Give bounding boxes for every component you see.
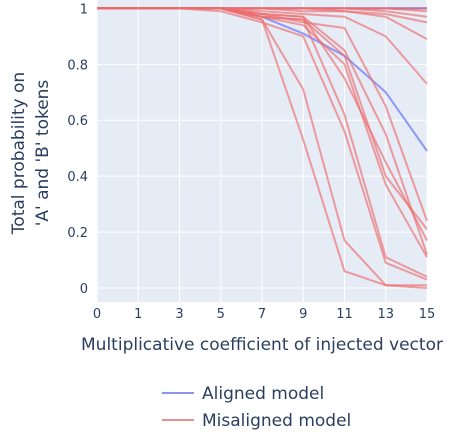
x-tick-label: 1 [134,307,142,322]
x-tick-label: 7 [258,307,266,322]
y-tick-label: 0 [80,282,88,297]
y-tick-label: 0.4 [67,170,88,185]
x-tick-label: 0 [93,307,101,322]
y-axis-title-line2: 'A' and 'B' tokens [33,80,53,227]
y-tick-label: 0.2 [67,226,88,241]
y-axis-title-line1: Total probability on [9,72,29,235]
y-tick-label: 0.6 [67,114,88,129]
y-tick-labels: 0 0.2 0.4 0.6 0.8 1 [67,2,88,297]
x-tick-label: 3 [175,307,183,322]
x-tick-label: 15 [419,307,436,322]
legend-label-misaligned: Misaligned model [202,411,351,431]
x-tick-label: 9 [299,307,307,322]
x-tick-label: 5 [217,307,225,322]
legend: Aligned model Misaligned model [162,384,351,431]
y-tick-label: 0.8 [67,58,88,73]
y-tick-label: 1 [80,2,88,17]
x-tick-label: 11 [336,307,353,322]
series-layer [97,7,428,290]
x-tick-label: 13 [377,307,394,322]
x-axis-title: Multiplicative coefficient of injected v… [81,335,443,355]
legend-label-aligned: Aligned model [202,384,324,404]
x-tick-labels: 0 1 3 5 7 9 11 13 15 [93,307,435,322]
